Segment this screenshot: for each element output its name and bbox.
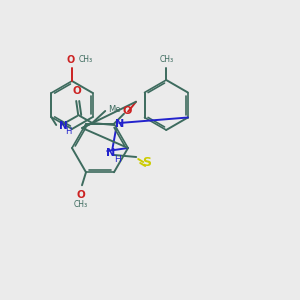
Text: CH₃: CH₃ (79, 56, 93, 64)
Text: N: N (106, 148, 115, 158)
Text: Me: Me (108, 104, 121, 113)
Text: CH₃: CH₃ (74, 200, 88, 209)
Text: S: S (142, 157, 151, 169)
Text: O: O (76, 190, 85, 200)
Text: O: O (67, 55, 75, 65)
Text: CH₃: CH₃ (159, 55, 173, 64)
Text: O: O (73, 86, 82, 96)
Text: N: N (115, 119, 124, 129)
Text: O: O (122, 106, 132, 116)
Text: H: H (65, 128, 72, 136)
Text: H: H (114, 155, 121, 164)
Text: N: N (59, 121, 68, 131)
